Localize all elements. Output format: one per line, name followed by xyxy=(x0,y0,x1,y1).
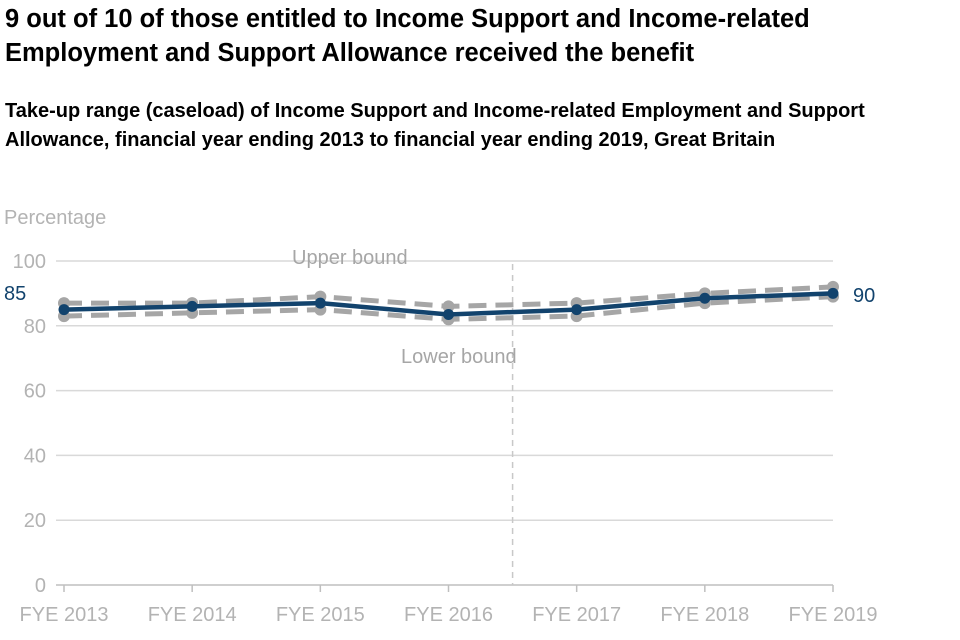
y-tick-label: 60 xyxy=(24,381,46,403)
data-point-central xyxy=(827,287,839,299)
x-tick-label: FYE 2017 xyxy=(532,604,621,626)
end-value-label: 90 xyxy=(853,285,875,307)
data-point-central xyxy=(186,300,198,312)
start-value-label: 85 xyxy=(4,283,26,305)
data-point-central xyxy=(571,304,583,316)
chart-subtitle: Take-up range (caseload) of Income Suppo… xyxy=(5,100,865,151)
y-tick-label: 20 xyxy=(24,510,46,532)
x-tick-label: FYE 2013 xyxy=(20,604,109,626)
data-point-central xyxy=(699,292,711,304)
y-tick-label: 0 xyxy=(35,575,46,597)
y-tick-label: 100 xyxy=(13,251,46,273)
gridlines xyxy=(56,260,833,521)
series-lines xyxy=(58,280,839,326)
y-tick-label: 40 xyxy=(24,445,46,467)
x-tick-labels: FYE 2013 FYE 2014 FYE 2015 FYE 2016 FYE 2017… xyxy=(20,585,878,626)
y-tick-labels: 0 20 40 60 80 100 xyxy=(13,251,46,597)
data-point-central xyxy=(58,304,70,316)
lower-bound-annotation: Lower bound xyxy=(401,346,517,368)
x-tick-label: FYE 2015 xyxy=(276,604,365,626)
x-tick-label: FYE 2019 xyxy=(789,604,878,626)
data-point-central xyxy=(443,308,454,320)
data-point-central xyxy=(314,297,326,309)
x-tick-label: FYE 2014 xyxy=(148,604,237,626)
x-tick-label: FYE 2016 xyxy=(404,604,493,626)
data-point-upper xyxy=(442,300,455,313)
x-tick-label: FYE 2018 xyxy=(660,604,749,626)
upper-bound-annotation: Upper bound xyxy=(292,247,408,269)
y-tick-label: 80 xyxy=(24,316,46,338)
y-axis-label: Percentage xyxy=(4,207,106,229)
chart-title: 9 out of 10 of those entitled to Income … xyxy=(5,5,810,67)
